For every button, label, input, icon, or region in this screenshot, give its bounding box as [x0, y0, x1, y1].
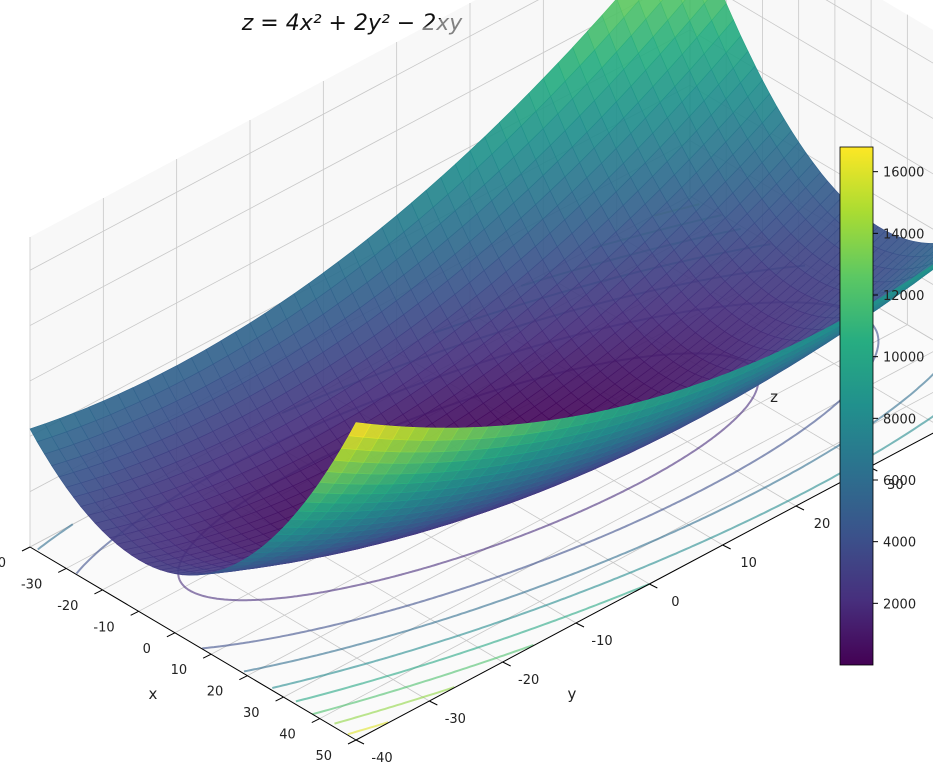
x-tick-label: 20: [207, 685, 224, 700]
x-tick-mark: [239, 675, 248, 681]
x-tick-mark: [21, 546, 31, 552]
colorbar-tick-label: 8000: [883, 412, 916, 427]
y-tick-label: 30: [887, 478, 904, 493]
y-tick-label: -30: [445, 712, 466, 727]
y-tick-label: 10: [740, 556, 757, 571]
y-tick-mark: [355, 739, 365, 745]
x-tick-label: 30: [243, 706, 260, 721]
x-tick-label: 50: [315, 749, 332, 764]
x-tick-label: 40: [279, 728, 296, 743]
contour-line: [37, 523, 74, 551]
x-tick-label: -40: [0, 556, 6, 571]
y-tick-mark: [429, 700, 438, 706]
x-tick-mark: [57, 567, 67, 573]
y-tick-label: -20: [518, 673, 539, 688]
x-tick-label: 10: [171, 663, 188, 678]
surface-facet: [927, 251, 933, 257]
grid-line-floor-x: [283, 351, 933, 698]
y-tick-label: 20: [814, 517, 831, 532]
colorbar-tick-label: 10000: [883, 351, 924, 366]
x-tick-label: -30: [21, 577, 42, 592]
z-axis-label: z: [770, 388, 778, 406]
contour-line: [334, 686, 455, 725]
y-tick-mark: [649, 583, 658, 589]
y-tick-label: 0: [671, 595, 679, 610]
y-tick-mark: [795, 505, 805, 511]
x-tick-label: 0: [143, 642, 151, 657]
colorbar-gradient: [839, 146, 874, 666]
colorbar-tick-label: 16000: [883, 166, 924, 181]
x-axis-label: x: [149, 685, 158, 703]
grid-line-wall-z: [825, 0, 933, 64]
colorbar-tick-label: 14000: [883, 227, 924, 242]
colorbar: 2000 4000 6000 8000 10000 12000 14000 16000: [839, 146, 924, 666]
x-tick-mark: [202, 653, 212, 659]
contour-line: [295, 583, 650, 703]
y-tick-mark: [575, 622, 585, 628]
contour-line: [629, 415, 933, 574]
contour-line: [608, 372, 933, 561]
contour-line: [202, 543, 584, 650]
y-axis-line: [355, 432, 933, 741]
contour-line: [312, 644, 534, 716]
axes: -40 -30 -20 -10 0 10 20 30 40 50 -40 -30 -20 -10 0 10 20…: [0, 432, 933, 766]
y-tick-label: -40: [371, 751, 392, 766]
x-tick-mark: [94, 589, 103, 595]
x-tick-mark: [166, 632, 176, 638]
colorbar-tick-label: 2000: [883, 597, 916, 612]
grid-line-wall-z: [732, 0, 933, 119]
surface-facet: [348, 422, 372, 438]
y-tick-mark: [722, 544, 731, 550]
y-tick-mark: [502, 661, 511, 667]
grid-line-wall-z: [29, 0, 644, 326]
x-tick-mark: [130, 610, 139, 616]
y-tick-label: -10: [591, 634, 612, 649]
colorbar-tick-label: 4000: [883, 536, 916, 551]
grid-line-floor-x: [247, 324, 908, 677]
x-tick-mark: [311, 718, 321, 724]
contour-line: [272, 571, 631, 689]
colorbar-tick-label: 6000: [883, 474, 916, 489]
x-axis-line: [29, 546, 357, 741]
surface-facet: [928, 260, 933, 265]
x-tick-mark: [275, 696, 284, 702]
colorbar-tick-label: 12000: [883, 289, 924, 304]
contour-line: [347, 721, 389, 736]
x-tick-label: -10: [93, 620, 114, 635]
surface-mesh: [29, 0, 933, 576]
contour-line: [243, 558, 609, 673]
y-axis-label: y: [568, 685, 577, 703]
x-tick-label: -20: [57, 599, 78, 614]
grid-line-wall-z: [29, 0, 539, 271]
x-tick-mark: [347, 739, 357, 745]
